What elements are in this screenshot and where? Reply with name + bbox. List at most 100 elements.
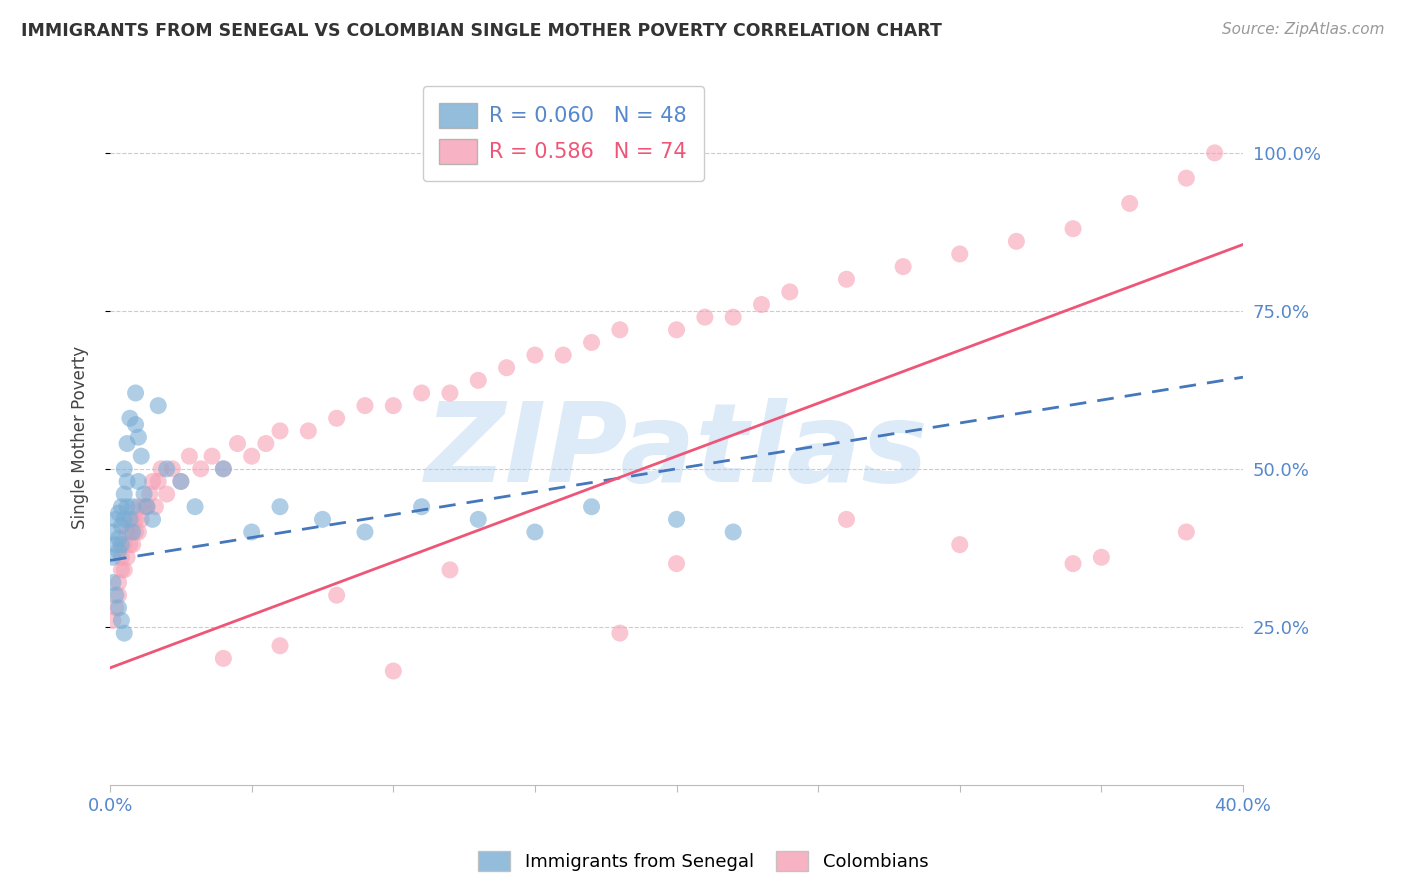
Colombians xyxy=(148,475,170,489)
Colombians xyxy=(609,626,631,640)
Immigrants from Senegal xyxy=(110,538,132,552)
Colombians xyxy=(297,424,319,438)
Colombians xyxy=(411,386,433,401)
Immigrants from Senegal xyxy=(170,475,193,489)
Immigrants from Senegal xyxy=(132,487,155,501)
Colombians xyxy=(693,310,716,325)
Colombians xyxy=(835,272,858,286)
Colombians xyxy=(609,323,631,337)
Immigrants from Senegal xyxy=(118,411,141,425)
Colombians xyxy=(751,297,773,311)
Colombians xyxy=(138,487,160,501)
Colombians xyxy=(382,399,405,413)
Immigrants from Senegal xyxy=(148,399,170,413)
Y-axis label: Single Mother Poverty: Single Mother Poverty xyxy=(72,346,89,529)
Colombians xyxy=(269,639,291,653)
Colombians xyxy=(118,538,141,552)
Immigrants from Senegal xyxy=(581,500,603,514)
Colombians xyxy=(132,500,155,514)
Immigrants from Senegal xyxy=(127,475,149,489)
Colombians xyxy=(115,524,138,539)
Immigrants from Senegal xyxy=(112,626,135,640)
Colombians xyxy=(226,436,249,450)
Immigrants from Senegal xyxy=(135,500,157,514)
Immigrants from Senegal xyxy=(112,512,135,526)
Colombians xyxy=(110,550,132,565)
Immigrants from Senegal xyxy=(107,531,129,545)
Colombians xyxy=(1062,557,1084,571)
Colombians xyxy=(1118,196,1140,211)
Immigrants from Senegal xyxy=(101,550,124,565)
Colombians xyxy=(779,285,801,299)
Colombians xyxy=(150,462,173,476)
Colombians xyxy=(190,462,212,476)
Colombians xyxy=(115,550,138,565)
Colombians xyxy=(523,348,546,362)
Colombians xyxy=(835,512,858,526)
Colombians xyxy=(212,462,235,476)
Colombians xyxy=(269,424,291,438)
Colombians xyxy=(162,462,184,476)
Colombians xyxy=(949,538,972,552)
Legend: Immigrants from Senegal, Colombians: Immigrants from Senegal, Colombians xyxy=(471,844,935,879)
Colombians xyxy=(201,449,224,463)
Immigrants from Senegal xyxy=(721,524,744,539)
Colombians xyxy=(127,500,149,514)
Immigrants from Senegal xyxy=(142,512,165,526)
Immigrants from Senegal xyxy=(121,500,143,514)
Colombians xyxy=(325,411,347,425)
Immigrants from Senegal xyxy=(107,600,129,615)
Colombians xyxy=(949,247,972,261)
Colombians xyxy=(495,360,517,375)
Immigrants from Senegal xyxy=(104,512,127,526)
Colombians xyxy=(124,524,146,539)
Immigrants from Senegal xyxy=(101,575,124,590)
Colombians xyxy=(553,348,575,362)
Immigrants from Senegal xyxy=(121,524,143,539)
Colombians xyxy=(212,651,235,665)
Colombians xyxy=(665,557,688,571)
Colombians xyxy=(439,563,461,577)
Colombians xyxy=(121,538,143,552)
Colombians xyxy=(179,449,201,463)
Text: Source: ZipAtlas.com: Source: ZipAtlas.com xyxy=(1222,22,1385,37)
Immigrants from Senegal xyxy=(104,588,127,602)
Colombians xyxy=(665,323,688,337)
Colombians xyxy=(170,475,193,489)
Colombians xyxy=(129,512,152,526)
Colombians xyxy=(121,512,143,526)
Colombians xyxy=(107,588,129,602)
Immigrants from Senegal xyxy=(240,524,263,539)
Immigrants from Senegal xyxy=(107,544,129,558)
Colombians xyxy=(127,524,149,539)
Immigrants from Senegal xyxy=(118,512,141,526)
Immigrants from Senegal xyxy=(523,524,546,539)
Colombians xyxy=(721,310,744,325)
Colombians xyxy=(1204,145,1226,160)
Colombians xyxy=(325,588,347,602)
Colombians xyxy=(124,512,146,526)
Colombians xyxy=(142,475,165,489)
Colombians xyxy=(1062,221,1084,235)
Colombians xyxy=(101,614,124,628)
Colombians xyxy=(254,436,277,450)
Text: IMMIGRANTS FROM SENEGAL VS COLOMBIAN SINGLE MOTHER POVERTY CORRELATION CHART: IMMIGRANTS FROM SENEGAL VS COLOMBIAN SIN… xyxy=(21,22,942,40)
Immigrants from Senegal xyxy=(269,500,291,514)
Immigrants from Senegal xyxy=(127,430,149,444)
Immigrants from Senegal xyxy=(115,500,138,514)
Immigrants from Senegal xyxy=(112,487,135,501)
Immigrants from Senegal xyxy=(110,518,132,533)
Immigrants from Senegal xyxy=(411,500,433,514)
Immigrants from Senegal xyxy=(665,512,688,526)
Colombians xyxy=(104,600,127,615)
Immigrants from Senegal xyxy=(156,462,179,476)
Immigrants from Senegal xyxy=(115,475,138,489)
Colombians xyxy=(1090,550,1112,565)
Immigrants from Senegal xyxy=(212,462,235,476)
Colombians xyxy=(1175,171,1198,186)
Colombians xyxy=(382,664,405,678)
Immigrants from Senegal xyxy=(184,500,207,514)
Text: ZIPatlas: ZIPatlas xyxy=(425,398,928,505)
Colombians xyxy=(110,563,132,577)
Immigrants from Senegal xyxy=(110,614,132,628)
